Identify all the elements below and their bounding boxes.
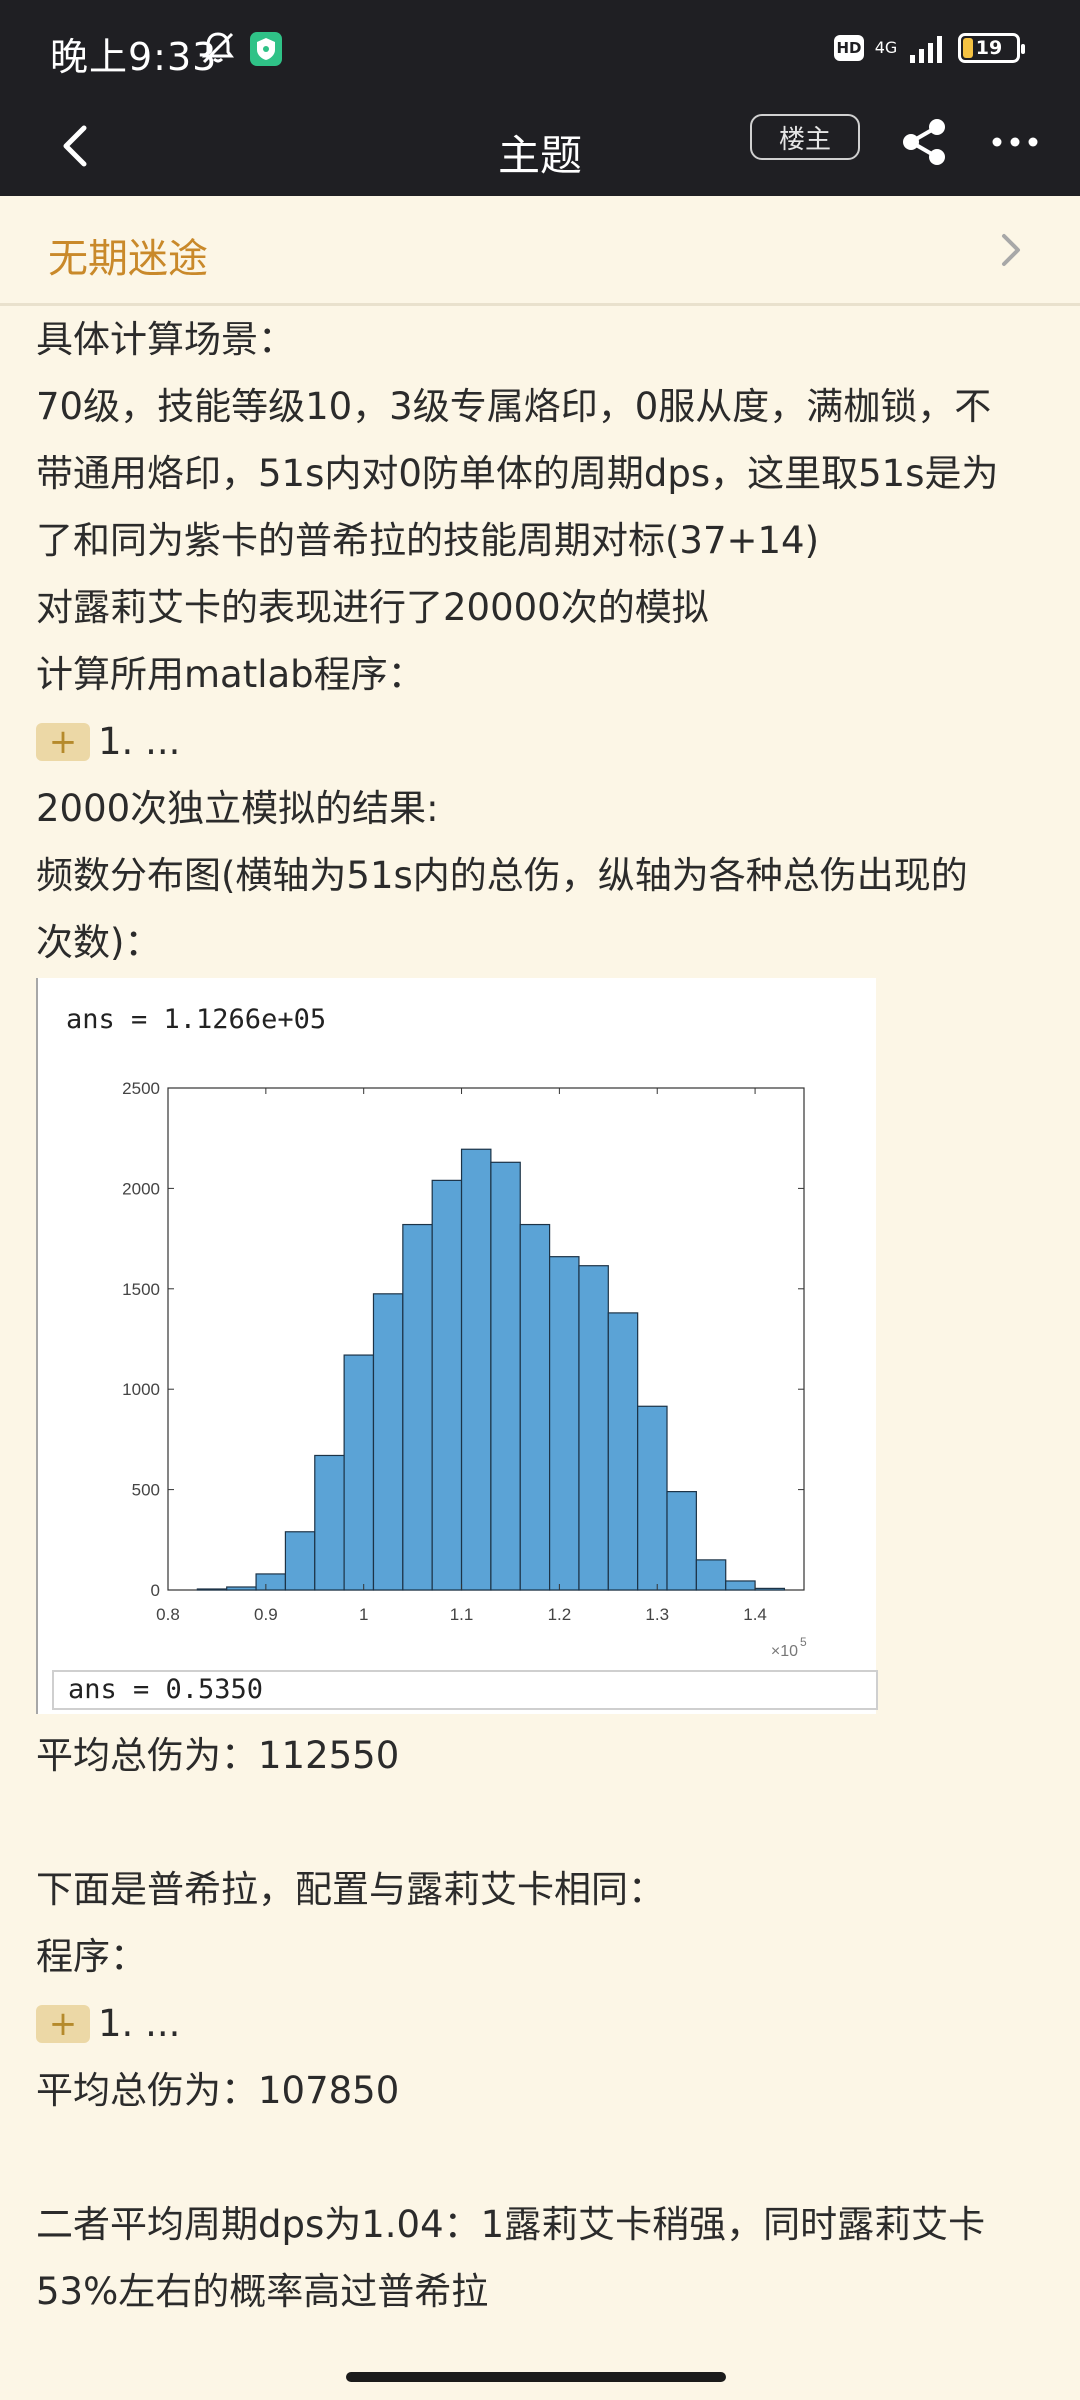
blank-line (36, 1789, 1046, 1856)
status-time: 晚上9:33 (50, 35, 218, 79)
more-icon[interactable] (985, 112, 1045, 172)
post-line: 频数分布图(横轴为51s内的总伤，纵轴为各种总伤出现的 (36, 854, 968, 897)
ans-output-box: ans = 0.5350 (52, 1670, 878, 1710)
histogram-bar (578, 1265, 609, 1591)
code-block-collapsed[interactable]: + 1. ... (36, 1990, 1046, 2057)
expand-plus-icon[interactable]: + (36, 2004, 90, 2043)
histogram-bar (725, 1580, 756, 1591)
histogram-bar (196, 1588, 228, 1591)
histogram-bar (314, 1454, 345, 1591)
post-line: 2000次独立模拟的结果: (36, 787, 439, 830)
x-tick-label: 0.8 (156, 1605, 180, 1624)
network-type: 4G (874, 38, 898, 57)
histogram-bar (549, 1256, 580, 1591)
y-tick-label: 2000 (122, 1179, 160, 1198)
post-line: 53%左右的概率高过普希拉 (36, 2270, 489, 2313)
x-tick-label: 1.1 (450, 1605, 474, 1624)
histogram-chart: 0.8 0.9 1 1.1 1.2 1.3 1.4 0 500 1000 1500 2000 2500 ×… (122, 1079, 807, 1660)
histogram-bar (343, 1354, 375, 1591)
histogram-bar (519, 1223, 551, 1591)
chevron-right-icon (1002, 234, 1020, 266)
y-tick-label: 1500 (122, 1280, 160, 1299)
share-icon[interactable] (895, 112, 955, 172)
x-multiplier-exponent: 5 (800, 1635, 807, 1649)
post-line: 计算所用matlab程序： (36, 653, 425, 696)
blank-line (36, 2124, 1046, 2191)
post-line: 70级，技能等级10，3级专属烙印，0服从度，满枷锁，不 (36, 385, 992, 428)
post-line: 程序： (36, 1935, 147, 1978)
post-line: 带通用烙印，51s内对0防单体的周期dps，这里取51s是为 (36, 452, 999, 495)
average-damage-2: 平均总伤为：107850 (36, 2069, 400, 2112)
histogram-figure[interactable]: ans = 1.1266e+05 0.8 0.9 1 1.1 1.2 1.3 1.4 0 500… (36, 978, 878, 1714)
owner-only-button[interactable]: 楼主 (750, 114, 860, 160)
histogram-bar (226, 1586, 257, 1591)
histogram-bar (607, 1312, 639, 1591)
post-line: 了和同为紫卡的普希拉的技能周期对标(37+14) (36, 519, 820, 562)
y-tick-label: 0 (151, 1581, 160, 1600)
bell-off-icon (202, 32, 234, 64)
histogram-bar (754, 1587, 786, 1591)
battery-level: 19 (975, 37, 1003, 59)
hd-icon: HD (834, 35, 864, 61)
code-preview: 1. ... (98, 720, 181, 763)
battery-icon: 19 (958, 33, 1025, 63)
battery-fill (963, 38, 973, 58)
shield-icon (250, 32, 282, 66)
post-line: 下面是普希拉，配置与露莉艾卡相同： (36, 1868, 665, 1911)
histogram-bar (284, 1531, 316, 1591)
histogram-bar (637, 1405, 668, 1591)
x-tick-label: 1.3 (645, 1605, 669, 1624)
ans-output-top: ans = 1.1266e+05 (66, 1004, 327, 1035)
home-indicator[interactable] (346, 2372, 726, 2382)
code-block-collapsed[interactable]: + 1. ... (36, 708, 1046, 775)
x-multiplier-label: ×10 (771, 1643, 798, 1660)
histogram-bar (431, 1179, 463, 1591)
post-content: 具体计算场景： 70级，技能等级10，3级专属烙印，0服从度，满枷锁，不 带通用… (36, 306, 1046, 2325)
code-preview: 1. ... (98, 2002, 181, 2045)
histogram-bar (402, 1223, 433, 1591)
forum-name: 无期迷途 (48, 236, 208, 282)
x-tick-label: 1 (359, 1605, 368, 1624)
x-tick-label: 1.2 (548, 1605, 572, 1624)
histogram-bar (666, 1491, 697, 1591)
histogram-bar (460, 1148, 492, 1591)
histogram-bar (490, 1161, 521, 1591)
page-title: 主题 (497, 131, 582, 180)
average-damage-1: 平均总伤为：112550 (36, 1734, 400, 1777)
histogram-bar (372, 1293, 404, 1591)
post-line: 具体计算场景： (36, 318, 295, 361)
y-tick-label: 2500 (122, 1079, 160, 1098)
x-tick-label: 1.4 (743, 1605, 767, 1624)
signal-icon (910, 36, 942, 63)
post-line: 次数)： (36, 921, 162, 964)
histogram-bar (255, 1573, 287, 1591)
y-tick-label: 1000 (122, 1380, 160, 1399)
ans-output-bottom: ans = 0.5350 (68, 1674, 264, 1705)
status-bar: 晚上9:33 HD 4G 19 (0, 0, 1080, 98)
y-tick-label: 500 (132, 1481, 160, 1500)
title-bar: 主题 楼主 (0, 98, 1080, 196)
histogram-bar (695, 1559, 727, 1591)
x-tick-label: 0.9 (254, 1605, 278, 1624)
back-arrow-icon[interactable] (48, 116, 108, 176)
post-line: 对露莉艾卡的表现进行了20000次的模拟 (36, 586, 709, 629)
status-right-group: HD 4G 19 (834, 28, 1025, 68)
forum-link[interactable]: 无期迷途 (0, 196, 1080, 306)
expand-plus-icon[interactable]: + (36, 722, 90, 761)
post-line: 二者平均周期dps为1.04：1露莉艾卡稍强，同时露莉艾卡 (36, 2203, 986, 2246)
